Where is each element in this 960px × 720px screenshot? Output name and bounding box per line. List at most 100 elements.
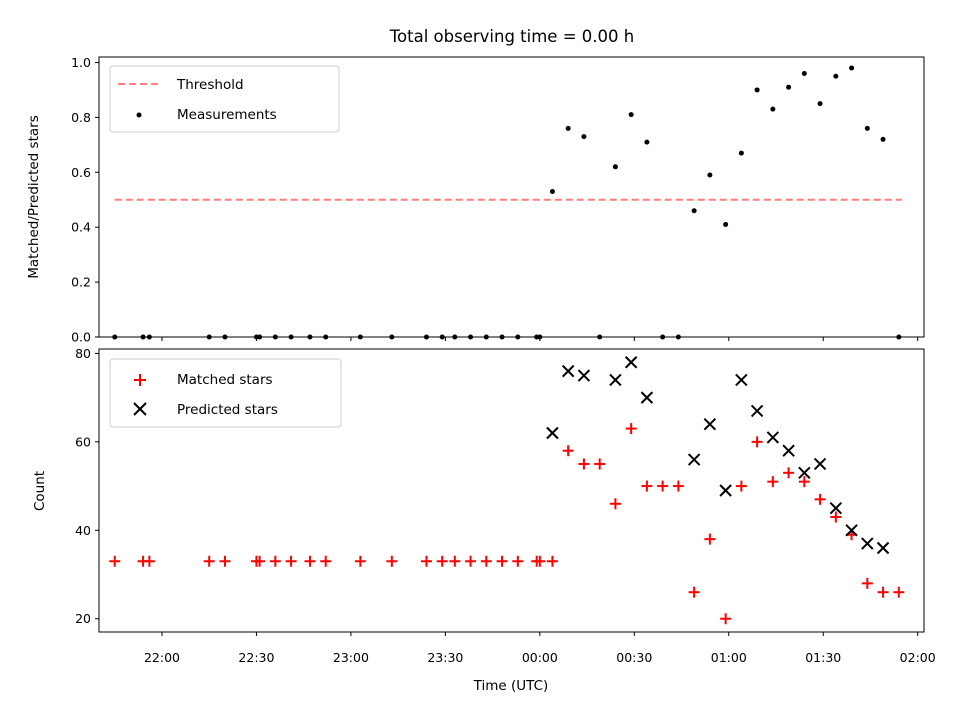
- measurement-point-8: [288, 334, 294, 340]
- measurement-point-36: [770, 106, 776, 112]
- measurement-point-15: [452, 334, 458, 340]
- matched-point-6: [254, 555, 266, 567]
- measurement-point-21: [537, 334, 543, 340]
- matched-point-21: [534, 555, 546, 567]
- matched-point-39: [814, 493, 826, 505]
- measurement-point-7: [272, 334, 278, 340]
- x-tick-label-1: 22:30: [238, 650, 274, 665]
- measurement-point-6: [257, 334, 263, 340]
- measurement-point-39: [817, 101, 823, 107]
- matched-point-3: [203, 555, 215, 567]
- matched-point-36: [767, 476, 779, 488]
- legend-measurements-swatch: [136, 112, 142, 118]
- measurement-point-12: [389, 334, 395, 340]
- top-y-tick-label-4: 0.8: [71, 110, 91, 125]
- measurement-point-37: [786, 84, 792, 90]
- predicted-point-12: [782, 444, 795, 457]
- chart-title: Total observing time = 0.00 h: [389, 27, 634, 46]
- matched-point-14: [436, 555, 448, 567]
- matched-point-29: [657, 480, 669, 492]
- legend-predicted-label: Predicted stars: [177, 402, 278, 418]
- measurement-point-28: [644, 139, 650, 145]
- top-plot-marks: [112, 65, 902, 340]
- matched-point-16: [465, 555, 477, 567]
- predicted-point-16: [845, 524, 858, 537]
- predicted-point-11: [766, 431, 780, 444]
- matched-point-12: [386, 555, 398, 567]
- measurement-point-4: [222, 334, 228, 340]
- measurement-point-40: [833, 73, 839, 79]
- matched-point-27: [625, 423, 637, 435]
- bottom-legend-box: [109, 358, 342, 428]
- top-y-axis-label: Matched/Predicted stars: [26, 115, 42, 278]
- top-y-tick-label-5: 1.0: [71, 55, 91, 70]
- measurement-point-3: [206, 334, 212, 340]
- x-tick-label-8: 02:00: [900, 650, 936, 665]
- x-axis-label: Time (UTC): [473, 678, 549, 694]
- matched-point-24: [578, 458, 590, 470]
- measurement-point-32: [707, 172, 713, 178]
- predicted-point-1: [561, 364, 575, 378]
- measurement-point-29: [660, 334, 666, 340]
- matched-point-0: [109, 555, 121, 567]
- matched-point-23: [562, 445, 574, 457]
- measurement-point-34: [738, 150, 744, 156]
- top-y-tick-label-2: 0.4: [71, 220, 91, 235]
- matched-point-4: [219, 555, 231, 567]
- x-tick-label-2: 23:00: [333, 650, 369, 665]
- predicted-point-14: [813, 457, 827, 471]
- x-tick-label-3: 23:30: [427, 650, 463, 665]
- x-tick-label-6: 01:00: [711, 650, 747, 665]
- bottom-panel: 20 40 60 80 22:00 22:30 23:00 23:30 00:00 00:30 0…: [32, 346, 936, 694]
- predicted-point-7: [703, 417, 717, 431]
- matched-point-13: [420, 555, 432, 567]
- measurement-point-30: [675, 334, 681, 340]
- predicted-point-3: [609, 373, 622, 387]
- measurement-point-2: [146, 334, 152, 340]
- measurement-point-38: [801, 70, 807, 76]
- predicted-point-6: [687, 453, 701, 466]
- predicted-point-18: [876, 541, 890, 555]
- matched-point-11: [354, 555, 366, 567]
- predicted-point-5: [640, 391, 654, 404]
- matched-point-40: [830, 511, 842, 523]
- bottom-y-tick-label-0: 20: [75, 611, 91, 626]
- measurement-point-44: [896, 334, 902, 340]
- measurement-point-42: [864, 125, 870, 131]
- bottom-plot-frame: [98, 348, 925, 633]
- matched-point-28: [641, 480, 653, 492]
- measurement-point-9: [307, 334, 313, 340]
- measurement-point-41: [849, 65, 855, 71]
- top-plot-frame: [98, 56, 925, 338]
- matched-point-10: [320, 555, 332, 567]
- measurement-point-1: [140, 334, 146, 340]
- top-y-tick-label-1: 0.2: [71, 275, 91, 290]
- predicted-point-2: [577, 369, 591, 382]
- matched-point-37: [783, 467, 795, 479]
- measurement-point-16: [468, 334, 474, 340]
- predicted-point-8: [719, 484, 732, 497]
- matched-point-38: [798, 476, 810, 488]
- matched-point-30: [672, 480, 684, 492]
- legend-matched-label: Matched stars: [177, 372, 273, 388]
- matched-point-31: [688, 586, 700, 598]
- top-y-tick-label-3: 0.6: [71, 165, 91, 180]
- measurement-point-19: [515, 334, 521, 340]
- matched-point-33: [720, 613, 732, 625]
- legend-measurements-label: Measurements: [177, 107, 277, 123]
- measurement-point-22: [549, 189, 555, 195]
- matched-point-26: [609, 498, 621, 510]
- measurement-point-31: [691, 208, 697, 214]
- top-y-tick-label-0: 0.0: [71, 330, 91, 345]
- x-tick-label-7: 01:30: [805, 650, 841, 665]
- measurement-point-14: [439, 334, 445, 340]
- measurement-point-11: [357, 334, 363, 340]
- bottom-y-tick-label-2: 60: [75, 434, 91, 449]
- matched-point-18: [496, 555, 508, 567]
- matched-point-43: [877, 586, 889, 598]
- predicted-point-15: [829, 501, 843, 515]
- measurement-point-23: [565, 125, 571, 131]
- matched-point-7: [269, 555, 281, 567]
- top-y-axis: 0.0 0.2 0.4 0.6 0.8 1.0: [71, 55, 99, 345]
